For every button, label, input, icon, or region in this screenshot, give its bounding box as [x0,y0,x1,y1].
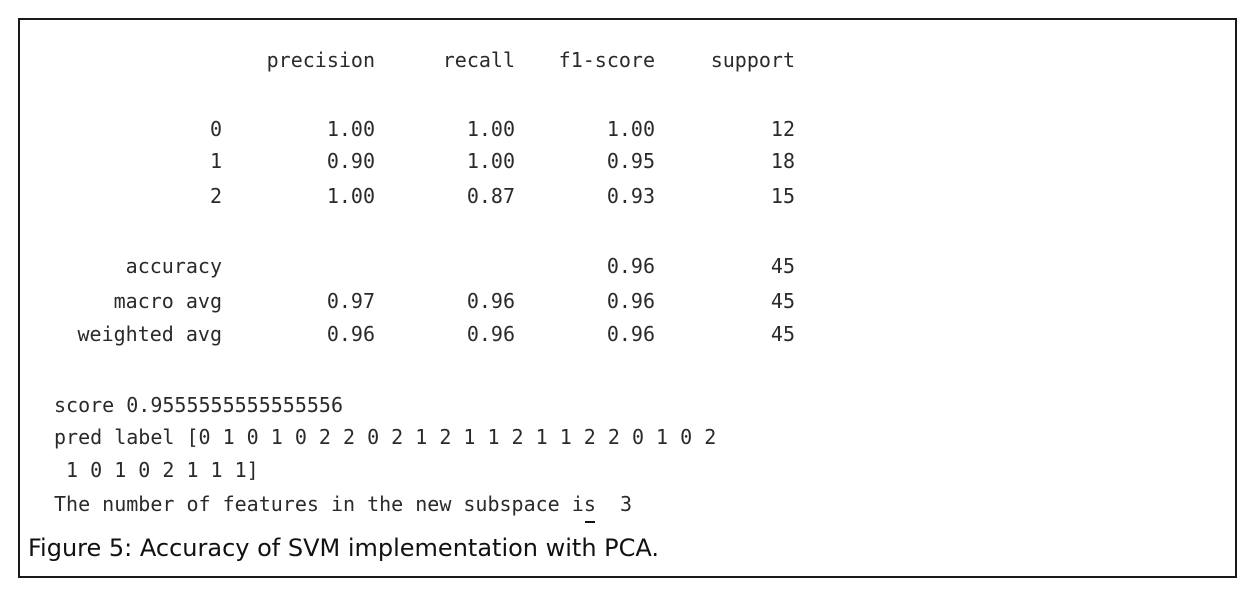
row-support: 12 [770,117,795,141]
row-precision: 1.00 [326,117,375,141]
row-recall: 0.96 [466,289,515,313]
row-support: 45 [770,289,795,313]
row-recall: 0.87 [466,184,515,208]
row-precision: 1.00 [326,184,375,208]
text-cursor: s [583,492,596,523]
row-label: weighted avg [77,322,223,346]
row-label: accuracy [125,254,222,278]
row-precision: 0.96 [326,322,375,346]
pred-label-line-1: pred label [0 1 0 1 0 2 2 0 2 1 2 1 1 2 … [54,425,717,449]
features-line: The number of features in the new subspa… [54,492,632,523]
row-recall: 1.00 [466,149,515,173]
header-precision: precision [266,48,375,72]
features-suffix: 3 [595,492,632,516]
row-f1: 0.93 [606,184,655,208]
header-f1-score: f1-score [558,48,655,72]
figure-frame: precision recall f1-score support 0 1.00… [18,18,1237,578]
figure-caption: Figure 5: Accuracy of SVM implementation… [28,534,660,562]
row-label: 2 [209,184,222,208]
row-support: 15 [770,184,795,208]
score-line: score 0.9555555555555556 [54,393,343,417]
row-f1: 0.96 [606,322,655,346]
row-support: 45 [770,254,795,278]
pred-label-line-2: 1 0 1 0 2 1 1 1] [54,458,259,482]
row-f1: 0.95 [606,149,655,173]
row-precision: 0.97 [326,289,375,313]
row-support: 18 [770,149,795,173]
row-precision: 0.90 [326,149,375,173]
row-recall: 1.00 [466,117,515,141]
row-f1: 1.00 [606,117,655,141]
header-recall: recall [442,48,515,72]
row-f1: 0.96 [606,254,655,278]
row-f1: 0.96 [606,289,655,313]
row-label: 0 [209,117,222,141]
header-support: support [710,48,795,72]
row-recall: 0.96 [466,322,515,346]
row-support: 45 [770,322,795,346]
row-label: 1 [209,149,222,173]
features-prefix: The number of features in the new subspa… [54,492,584,516]
row-label: macro avg [113,289,222,313]
